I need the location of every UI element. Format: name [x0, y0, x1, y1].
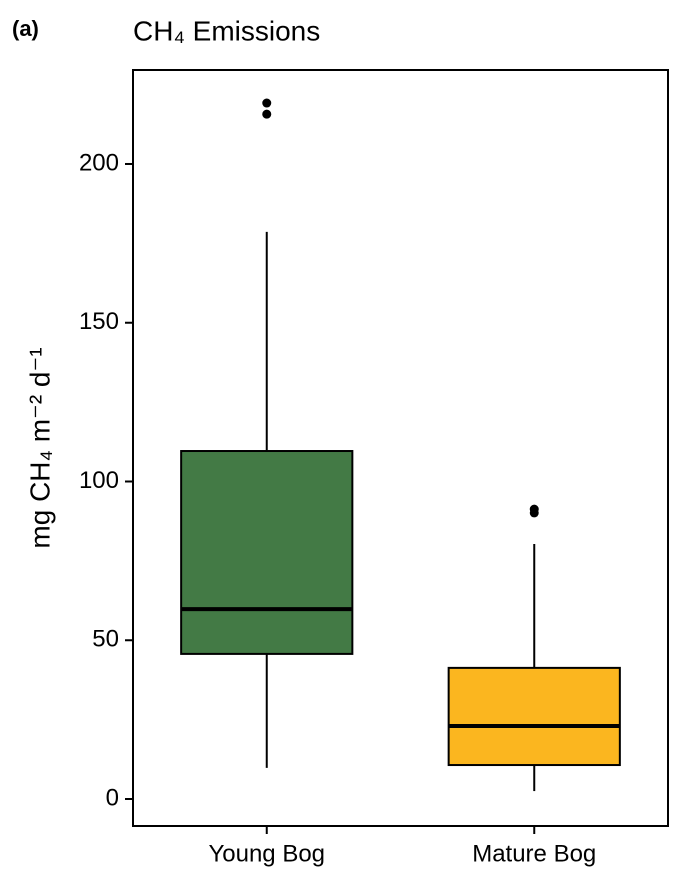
y-tick-label: 200 [79, 149, 119, 176]
outlier [262, 98, 272, 108]
plot-frame [132, 69, 669, 827]
x-tick-label: Mature Bog [472, 840, 596, 867]
panel-label: (a) [12, 16, 39, 41]
outlier [529, 508, 539, 518]
y-axis-label: mg CH₄ m⁻² d⁻¹ [24, 347, 55, 548]
y-tick-label: 150 [79, 308, 119, 335]
chart-title: CH₄ Emissions [133, 15, 320, 46]
y-tick-label: 100 [79, 467, 119, 494]
box [447, 666, 621, 767]
x-tick-label: Young Bog [208, 840, 325, 867]
box [180, 450, 354, 655]
y-tick-label: 50 [92, 626, 119, 653]
outlier [262, 109, 272, 119]
y-tick-label: 0 [106, 784, 119, 811]
